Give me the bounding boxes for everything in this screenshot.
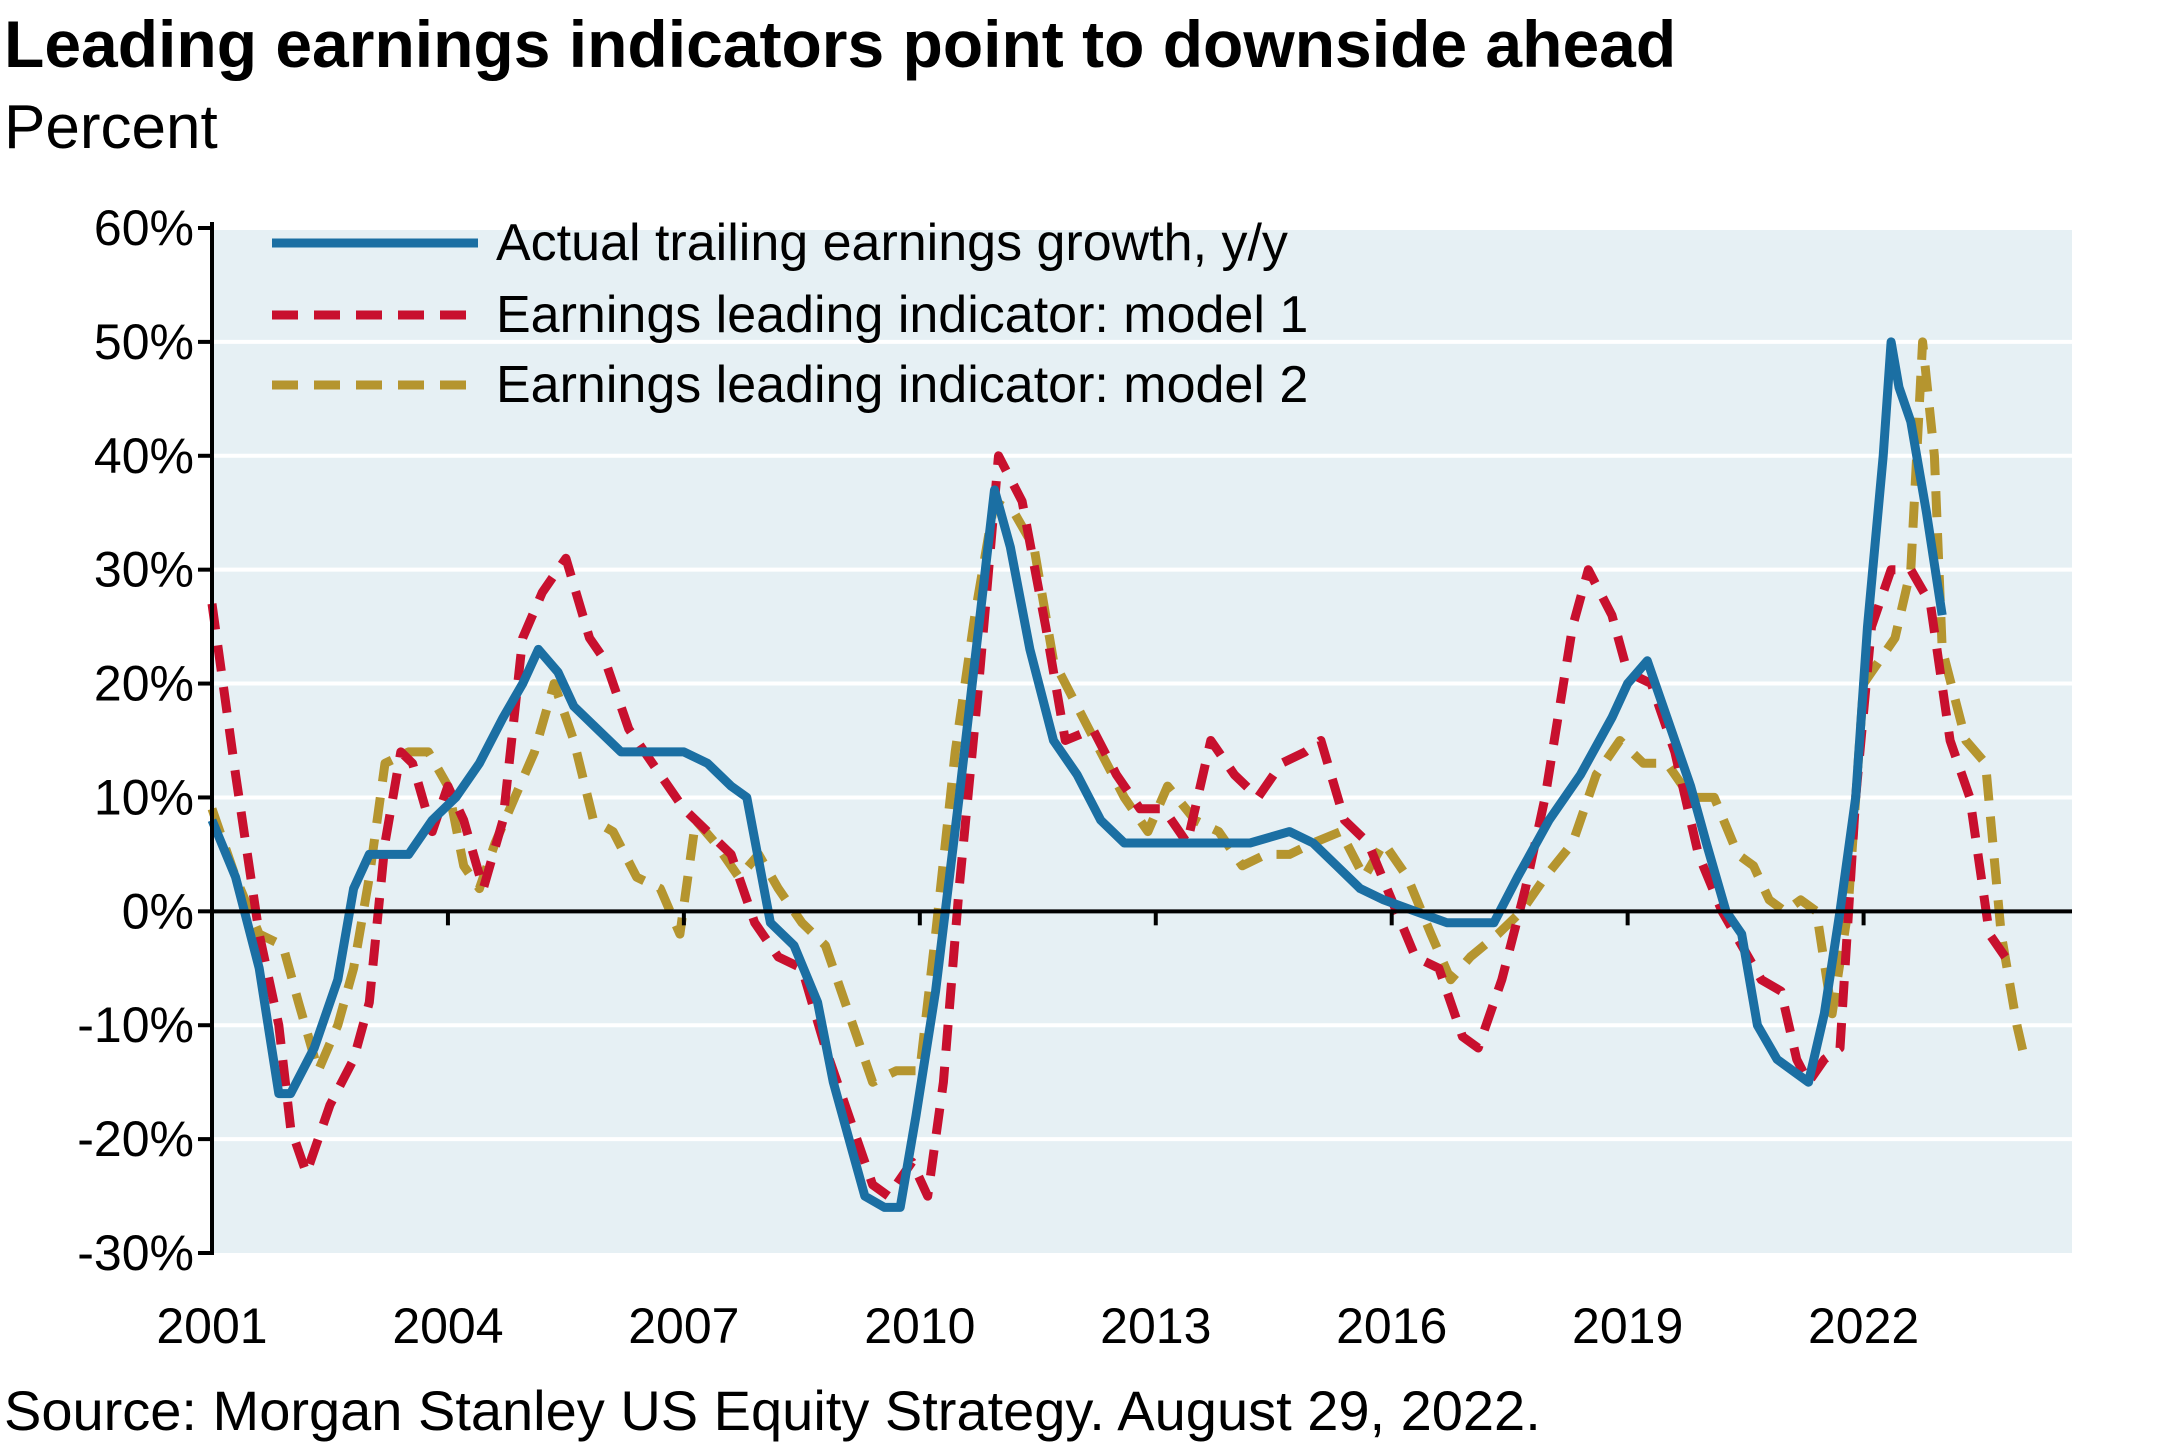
chart-title: Leading earnings indicators point to dow…: [4, 7, 1677, 81]
y-tick-label: -30%: [77, 1225, 194, 1281]
legend-label-1: Actual trailing earnings growth, y/y: [496, 214, 1288, 272]
plot-area: [212, 228, 2072, 1253]
y-tick-label: 0%: [122, 883, 194, 939]
x-tick-label: 2022: [1808, 1298, 1919, 1354]
series-line-1: [207, 337, 1947, 1212]
y-tick-label: 20%: [94, 656, 194, 712]
x-tick-label: 2013: [1100, 1298, 1211, 1354]
y-tick-label: 10%: [94, 769, 194, 825]
legend-label-2: Earnings leading indicator: model 1: [496, 286, 1308, 344]
axes: [198, 222, 2072, 1255]
chart-subtitle: Percent: [4, 93, 218, 162]
x-tick-label: 2016: [1336, 1298, 1447, 1354]
series-lines: [207, 337, 2030, 1212]
y-tick-label: -20%: [77, 1111, 194, 1167]
x-tick-label: 2004: [392, 1298, 503, 1354]
series-line-2: [207, 451, 2009, 1201]
x-tick-label: 2007: [628, 1298, 739, 1354]
line-chart: -30% -20% -10% 0% 10% 20% 30% 40% 50% 60% 2001 2004…: [77, 200, 2072, 1354]
y-tick-label: 60%: [94, 200, 194, 256]
source-note: Source: Morgan Stanley US Equity Strateg…: [4, 1379, 1541, 1442]
y-tick-label: 30%: [94, 542, 194, 598]
y-tick-label: 50%: [94, 314, 194, 370]
y-tick-label: -10%: [77, 997, 194, 1053]
gridlines: [212, 226, 2072, 1142]
x-tick-label: 2019: [1572, 1298, 1683, 1354]
legend-label-3: Earnings leading indicator: model 2: [496, 356, 1308, 414]
y-tick-label: 40%: [94, 428, 194, 484]
legend: Actual trailing earnings growth, y/y Earn…: [272, 214, 1308, 414]
x-tick-label: 2001: [156, 1298, 267, 1354]
x-tick-label: 2010: [864, 1298, 975, 1354]
tick-labels: -30% -20% -10% 0% 10% 20% 30% 40% 50% 60% 2001 2004…: [77, 200, 1919, 1354]
